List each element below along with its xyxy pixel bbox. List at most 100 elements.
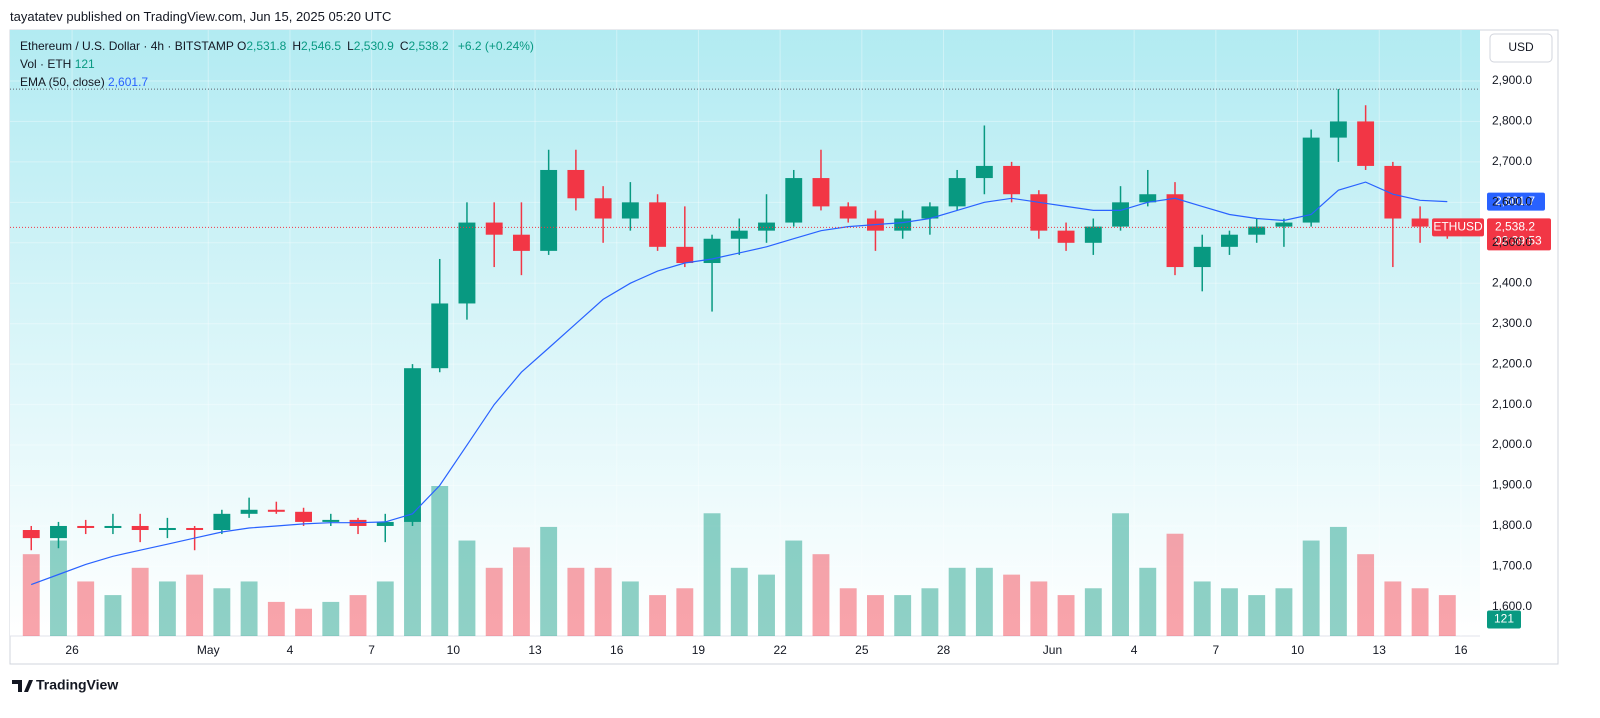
x-tick-label: 13 bbox=[528, 643, 542, 657]
volume-bar bbox=[404, 513, 421, 636]
y-tick-label: 1,900.0 bbox=[1492, 478, 1532, 492]
volume-bar bbox=[104, 595, 122, 636]
x-tick-label: 16 bbox=[610, 643, 624, 657]
volume-bar bbox=[921, 588, 939, 636]
legend-ema: EMA (50, close) 2,601.7 bbox=[20, 75, 148, 89]
currency-button[interactable] bbox=[1489, 33, 1553, 63]
volume-bar bbox=[213, 588, 231, 636]
candle-body bbox=[1030, 194, 1048, 231]
volume-bar bbox=[1411, 588, 1429, 636]
volume-bar bbox=[758, 574, 775, 636]
volume-bar bbox=[975, 567, 993, 636]
volume-bar bbox=[730, 567, 748, 636]
candle-body bbox=[404, 368, 421, 522]
candle-body bbox=[1248, 226, 1266, 235]
candle-body bbox=[1112, 202, 1129, 227]
volume-bar bbox=[458, 540, 476, 636]
candle-body bbox=[567, 169, 585, 199]
volume-bar bbox=[1057, 595, 1075, 636]
candle-body bbox=[322, 519, 340, 522]
countdown: 02:39:53 bbox=[1495, 234, 1542, 248]
volume-bar bbox=[540, 526, 558, 636]
candle-body bbox=[512, 234, 530, 251]
volume-bar bbox=[649, 595, 667, 636]
volume-bar bbox=[158, 581, 176, 636]
volume-bar bbox=[676, 588, 694, 636]
volume-bar bbox=[1003, 574, 1021, 636]
ohlc-key: L bbox=[347, 39, 354, 53]
symbol-title: Ethereum / U.S. Dollar · 4h · BITSTAMP bbox=[20, 39, 234, 53]
volume-bar bbox=[131, 567, 149, 636]
x-tick-label: 4 bbox=[287, 643, 294, 657]
y-tick-label: 2,600.0 bbox=[1492, 195, 1532, 209]
y-tick-label: 2,800.0 bbox=[1492, 114, 1532, 128]
x-tick-label: 16 bbox=[1454, 643, 1468, 657]
candle-body bbox=[1193, 246, 1211, 268]
candle-body bbox=[431, 303, 449, 369]
footer-logo: TradingView bbox=[36, 677, 118, 693]
y-tick-label: 2,300.0 bbox=[1492, 316, 1532, 330]
x-tick-label: 25 bbox=[855, 643, 869, 657]
y-tick-label: 2,100.0 bbox=[1492, 397, 1532, 411]
ohlc-value: 2,531.8 bbox=[246, 39, 287, 53]
candle-body bbox=[1139, 194, 1157, 203]
x-tick-label: 28 bbox=[937, 643, 951, 657]
volume-bar bbox=[431, 486, 449, 636]
candle-body bbox=[186, 527, 204, 531]
ohlc-value: 2,530.9 bbox=[353, 39, 394, 53]
candle-body bbox=[812, 178, 830, 207]
candle-body bbox=[458, 222, 476, 304]
candle-body bbox=[594, 198, 612, 219]
volume-bar bbox=[594, 567, 612, 636]
ohlc-key: H bbox=[292, 39, 302, 53]
currency[interactable]: USD bbox=[1508, 40, 1534, 54]
volume-bar bbox=[240, 581, 258, 636]
x-tick-label: Jun bbox=[1043, 643, 1062, 657]
symbol-tag: ETHUSD bbox=[1433, 220, 1483, 234]
candle-body bbox=[485, 222, 503, 235]
volume-bar bbox=[186, 574, 204, 636]
candle-body bbox=[240, 509, 258, 514]
ohlc-key: O bbox=[236, 39, 247, 53]
volume-label: 121 bbox=[1494, 612, 1514, 626]
ohlc-value: 2,538.2 bbox=[408, 39, 449, 53]
y-tick-label: 2,400.0 bbox=[1492, 275, 1532, 289]
candle-body bbox=[267, 509, 285, 512]
candle-body bbox=[649, 202, 667, 247]
volume-bar bbox=[1275, 588, 1293, 636]
volume-bar bbox=[22, 554, 40, 636]
candle-body bbox=[104, 525, 122, 528]
y-tick-label: 1,800.0 bbox=[1492, 518, 1532, 532]
x-tick-label: 4 bbox=[1131, 643, 1138, 657]
volume-bar bbox=[1166, 533, 1184, 636]
volume-bar bbox=[267, 601, 285, 636]
candle-body bbox=[22, 530, 40, 539]
y-tick-label: 1,600.0 bbox=[1492, 599, 1532, 613]
candle-body bbox=[1084, 226, 1102, 243]
ema-value: 2,601.7 bbox=[108, 75, 149, 89]
volume-bar bbox=[1302, 540, 1320, 636]
volume-bar bbox=[1384, 581, 1402, 636]
volume-bar bbox=[349, 595, 367, 636]
candle-body bbox=[50, 525, 67, 539]
candle-body bbox=[1357, 121, 1375, 166]
volume-bar bbox=[512, 547, 530, 636]
volume-bar bbox=[948, 567, 966, 636]
header: tayatatev published on TradingView.com, … bbox=[10, 9, 392, 24]
candle-body bbox=[1329, 121, 1347, 138]
y-tick-label: 2,000.0 bbox=[1492, 437, 1532, 451]
volume-bar bbox=[785, 540, 803, 636]
volume-bar bbox=[1193, 581, 1211, 636]
y-tick-label: 2,900.0 bbox=[1492, 73, 1532, 87]
x-tick-label: 26 bbox=[65, 643, 79, 657]
volume-bar bbox=[1112, 513, 1129, 636]
volume-bar bbox=[77, 581, 95, 636]
candle-body bbox=[758, 222, 775, 231]
volume-bar bbox=[50, 540, 67, 636]
ohlc-value: 2,546.5 bbox=[301, 39, 342, 53]
candle-body bbox=[1302, 137, 1320, 223]
candle-body bbox=[1221, 234, 1238, 247]
candle-body bbox=[785, 178, 803, 223]
volume-bar bbox=[1084, 588, 1102, 636]
x-tick-label: 7 bbox=[368, 643, 375, 657]
